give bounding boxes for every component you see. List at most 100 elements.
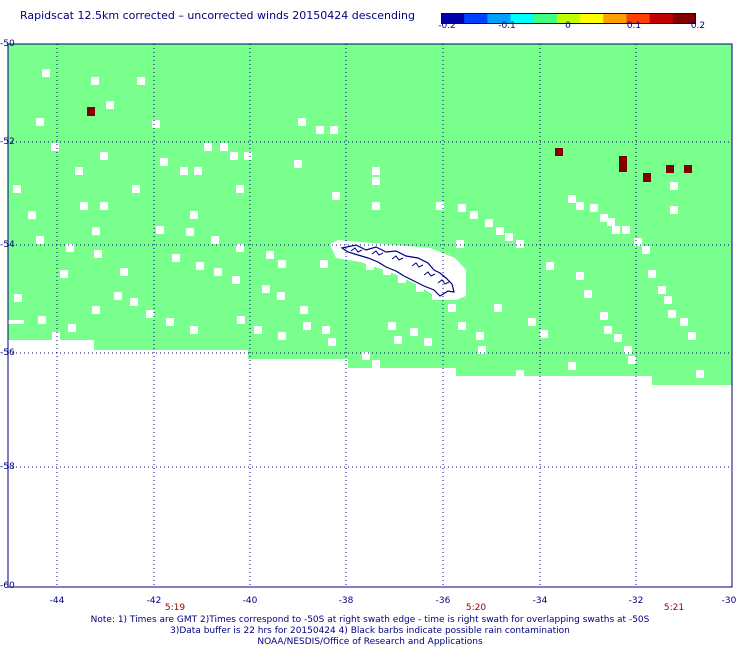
map-frame <box>7 43 733 588</box>
missing-cell <box>496 227 504 235</box>
missing-cell <box>130 298 138 306</box>
missing-cell <box>458 204 466 212</box>
missing-cell <box>505 233 513 241</box>
missing-cell <box>388 322 396 330</box>
missing-cell <box>372 167 380 175</box>
missing-cell <box>568 195 576 203</box>
missing-cell <box>516 240 524 248</box>
missing-cell <box>230 152 238 160</box>
missing-cell <box>160 158 168 166</box>
coastline-detail <box>437 279 450 285</box>
missing-cell <box>204 143 212 151</box>
colorbar-segment <box>580 13 604 24</box>
missing-cell <box>448 304 456 312</box>
missing-cell <box>278 260 286 268</box>
lat-label: -56 <box>0 348 15 358</box>
colorbar <box>441 9 697 24</box>
island-mask <box>330 240 466 300</box>
colorbar-segment <box>626 13 651 24</box>
colorbar-segment <box>487 13 512 24</box>
lon-label: -30 <box>721 596 737 606</box>
missing-cell <box>540 330 548 338</box>
missing-cell <box>416 284 424 292</box>
colorbar-segment <box>603 13 628 24</box>
missing-cell <box>648 270 656 278</box>
missing-cell <box>424 338 432 346</box>
colorbar-segment <box>672 13 697 24</box>
missing-cell <box>92 227 100 235</box>
missing-cell <box>634 238 642 246</box>
missing-cell <box>254 326 262 334</box>
coastline-detail <box>423 271 436 277</box>
missing-cell <box>362 352 370 360</box>
swath-segment <box>8 314 24 320</box>
coastline-detail <box>350 247 363 253</box>
colorbar-tick: 0.1 <box>626 21 642 31</box>
missing-cell <box>186 228 194 236</box>
missing-cell <box>494 304 502 312</box>
lon-label: -38 <box>338 596 354 606</box>
missing-cell <box>232 276 240 284</box>
missing-cell <box>244 152 252 160</box>
missing-cell <box>60 270 68 278</box>
missing-cell <box>328 338 336 346</box>
missing-cell <box>262 285 270 293</box>
colorbar-segment <box>649 13 674 24</box>
missing-cell <box>366 262 374 270</box>
missing-cell <box>398 275 406 283</box>
missing-cell <box>294 160 302 168</box>
swath-time-label: 5:19 <box>164 603 186 613</box>
missing-cell <box>80 202 88 210</box>
missing-cell <box>670 182 678 190</box>
anomaly-cell <box>643 173 651 182</box>
colorbar-tick: 0.2 <box>690 21 706 31</box>
missing-cell <box>458 322 466 330</box>
lat-label: -54 <box>0 240 15 250</box>
missing-cell <box>624 346 632 354</box>
lon-label: -36 <box>435 596 451 606</box>
missing-cell <box>612 226 620 234</box>
colorbar-segment <box>533 13 558 24</box>
anomaly-cell <box>555 148 563 156</box>
colorbar-tick: -0.1 <box>498 21 516 31</box>
missing-cell <box>42 69 50 77</box>
missing-cell <box>214 268 222 276</box>
missing-cell <box>394 336 402 344</box>
missing-cell <box>320 260 328 268</box>
lat-label: -58 <box>0 462 15 472</box>
colorbar-tick: -0.2 <box>438 21 456 31</box>
missing-cell <box>156 226 164 234</box>
map-title: Rapidscat 12.5km corrected – uncorrected… <box>20 9 416 22</box>
missing-cell <box>546 262 554 270</box>
anomaly-cell <box>619 156 627 172</box>
missing-cell <box>372 360 380 368</box>
missing-cell <box>436 202 444 210</box>
missing-cell <box>114 292 122 300</box>
missing-cell <box>584 290 592 298</box>
swath-time-label: 5:21 <box>663 603 685 613</box>
missing-cell <box>668 310 676 318</box>
missing-cell <box>196 262 204 270</box>
missing-cell <box>372 202 380 210</box>
missing-cell <box>68 324 76 332</box>
missing-cell <box>576 202 584 210</box>
missing-cell <box>410 328 418 336</box>
colorbar-segment <box>464 13 488 24</box>
missing-cell <box>696 370 704 378</box>
coastline-detail <box>411 262 424 268</box>
coastline-detail <box>391 255 404 261</box>
missing-cell <box>52 332 60 340</box>
missing-cell <box>300 306 308 314</box>
colorbar-segment <box>556 13 581 24</box>
swath-segment <box>248 314 348 359</box>
missing-cell <box>372 177 380 185</box>
missing-cell <box>330 126 338 134</box>
coastline-detail <box>371 250 384 256</box>
lon-label: -42 <box>146 596 162 606</box>
missing-cell <box>146 310 154 318</box>
swath-time-label: 5:20 <box>465 603 487 613</box>
missing-cell <box>688 332 696 340</box>
missing-cell <box>51 143 59 151</box>
missing-cell <box>456 240 464 248</box>
south-georgia-island <box>340 244 455 297</box>
